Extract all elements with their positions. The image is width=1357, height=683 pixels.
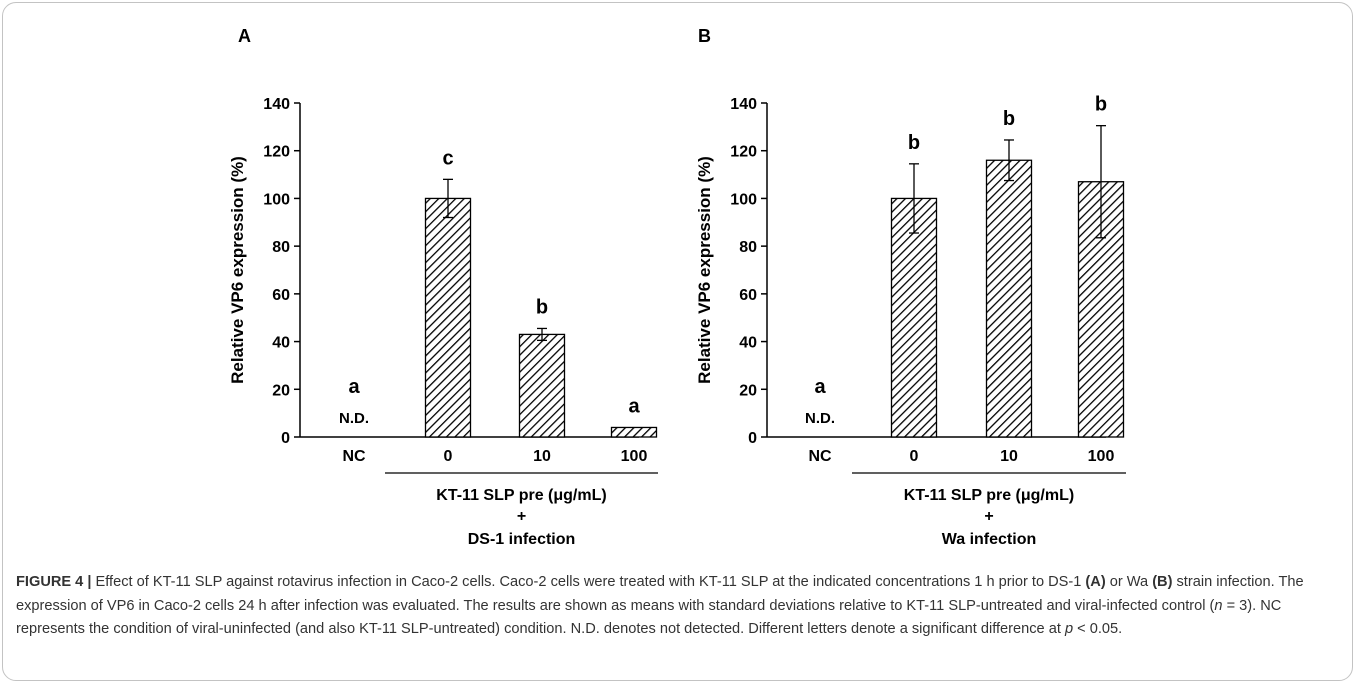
bar bbox=[610, 426, 658, 438]
significance-letter: b bbox=[536, 296, 548, 318]
significance-letter: b bbox=[1003, 108, 1015, 130]
panel-label: B bbox=[698, 26, 711, 46]
group-label: KT-11 SLP pre (μg/mL) bbox=[436, 487, 606, 504]
significance-letter: c bbox=[442, 147, 453, 169]
y-tick-label: 100 bbox=[730, 191, 757, 208]
y-axis-label: Relative VP6 expression (%) bbox=[228, 156, 247, 384]
x-tick-label: NC bbox=[342, 448, 366, 465]
caption-p-variable: p bbox=[1064, 621, 1074, 637]
x-tick-label: 100 bbox=[621, 448, 648, 465]
x-tick-label: 0 bbox=[910, 448, 919, 465]
caption-panel-a-ref: (A) bbox=[1085, 574, 1106, 590]
y-tick-label: 0 bbox=[281, 430, 290, 447]
x-tick-label: NC bbox=[808, 448, 832, 465]
significance-letter: a bbox=[628, 395, 640, 417]
caption-figure-label: FIGURE 4 | bbox=[16, 574, 92, 590]
y-tick-label: 100 bbox=[263, 191, 290, 208]
not-detected-label: N.D. bbox=[805, 410, 835, 427]
y-tick-label: 140 bbox=[263, 96, 290, 113]
x-tick-label: 10 bbox=[1000, 448, 1018, 465]
x-tick-label: 100 bbox=[1088, 448, 1115, 465]
x-tick-label: 10 bbox=[533, 448, 551, 465]
plus-label: + bbox=[517, 508, 526, 525]
not-detected-label: N.D. bbox=[339, 410, 369, 427]
infection-label: DS-1 infection bbox=[468, 531, 576, 548]
caption-panel-b-ref: (B) bbox=[1152, 574, 1173, 590]
bar bbox=[1077, 181, 1125, 438]
y-tick-label: 20 bbox=[272, 382, 290, 399]
bar bbox=[985, 159, 1033, 438]
bar bbox=[424, 197, 472, 438]
significance-letter: a bbox=[348, 376, 360, 398]
y-tick-label: 80 bbox=[739, 239, 757, 256]
y-tick-label: 80 bbox=[272, 239, 290, 256]
caption-text-1: Effect of KT-11 SLP against rotavirus in… bbox=[91, 574, 1086, 590]
bar bbox=[518, 333, 566, 438]
panel-label: A bbox=[238, 26, 251, 46]
y-tick-label: 40 bbox=[272, 335, 290, 352]
significance-letter: b bbox=[1095, 94, 1107, 116]
caption-text-4: = 3). NC represents the condition of vir… bbox=[16, 597, 1282, 638]
figure-caption: FIGURE 4 | Effect of KT-11 SLP against r… bbox=[16, 571, 1336, 642]
bar bbox=[890, 197, 938, 438]
significance-letter: b bbox=[908, 132, 920, 154]
y-tick-label: 120 bbox=[263, 144, 290, 161]
caption-n-variable: n bbox=[1214, 597, 1223, 614]
y-tick-label: 140 bbox=[730, 96, 757, 113]
y-tick-label: 60 bbox=[739, 287, 757, 304]
y-tick-label: 20 bbox=[739, 382, 757, 399]
y-tick-label: 0 bbox=[748, 430, 757, 447]
y-tick-label: 40 bbox=[739, 335, 757, 352]
y-axis-label: Relative VP6 expression (%) bbox=[695, 156, 714, 384]
caption-text-5: < 0.05. bbox=[1073, 621, 1123, 637]
y-tick-label: 120 bbox=[730, 144, 757, 161]
y-tick-label: 60 bbox=[272, 287, 290, 304]
caption-text-2: or Wa bbox=[1105, 574, 1153, 590]
group-label: KT-11 SLP pre (μg/mL) bbox=[904, 487, 1074, 504]
x-tick-label: 0 bbox=[444, 448, 453, 465]
infection-label: Wa infection bbox=[942, 531, 1037, 548]
caption-text-3: strain infection. The expression of VP6 … bbox=[16, 574, 1304, 614]
plus-label: + bbox=[984, 508, 993, 525]
significance-letter: a bbox=[814, 376, 826, 398]
